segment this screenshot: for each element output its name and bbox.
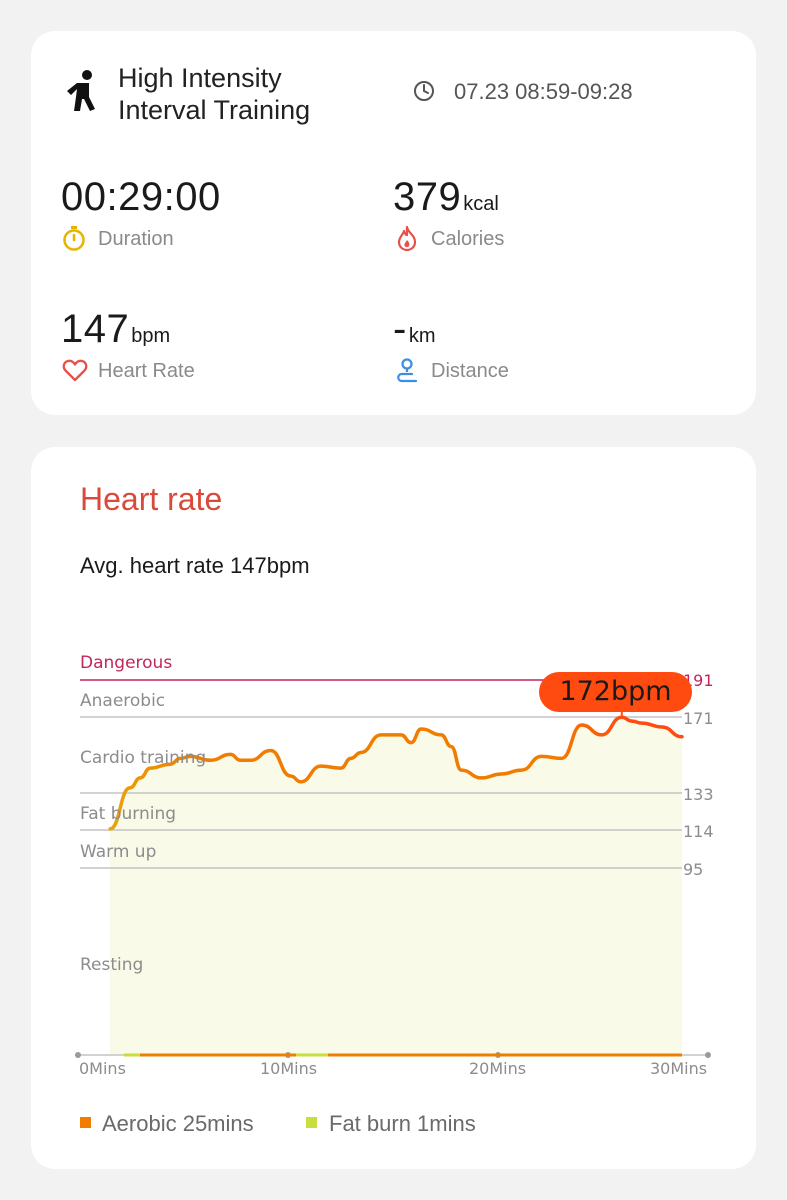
heart-rate-value: 147: [61, 307, 130, 351]
running-person-icon: [67, 70, 95, 111]
legend-aerobic: Aerobic 25mins: [102, 1111, 254, 1136]
legend-fat-burn: Fat burn 1mins: [329, 1111, 476, 1136]
heart-rate-area: [110, 717, 683, 1055]
duration-label: Duration: [98, 228, 174, 250]
workout-title-line2: Interval Training: [118, 95, 311, 125]
heart-rate-line: [108, 715, 684, 831]
distance-value: -: [393, 307, 407, 351]
workout-summary-card: High Intensity Interval Training 07.23 0…: [31, 31, 756, 415]
zone-label-fat-burning: Fat burning: [80, 804, 177, 824]
zone-label-dangerous: Dangerous: [80, 653, 173, 673]
zone-label-warm-up: Warm up: [80, 842, 157, 862]
clock-icon: [414, 81, 434, 101]
x-tick-10: 10Mins: [260, 1059, 318, 1078]
peak-heart-rate-badge: 172bpm: [539, 672, 692, 712]
y-tick-171: 171: [683, 709, 714, 728]
calories-value: 379: [393, 175, 462, 219]
workout-time-range: 07.23 08:59-09:28: [454, 79, 633, 104]
legend-swatch-aerobic: [80, 1117, 91, 1128]
zone-label-anaerobic: Anaerobic: [80, 691, 166, 711]
y-tick-95: 95: [683, 860, 704, 879]
heart-icon: [62, 359, 88, 382]
y-tick-133: 133: [683, 785, 714, 804]
calories-label: Calories: [431, 228, 505, 250]
distance-label: Distance: [431, 360, 509, 382]
legend-swatch-fat-burn: [306, 1117, 317, 1128]
heart-rate-unit: bpm: [131, 325, 171, 347]
duration-value: 00:29:00: [61, 175, 221, 219]
calories-stat: 379 kcal: [393, 175, 499, 220]
x-tick-0: 0Mins: [79, 1059, 126, 1078]
calories-unit: kcal: [463, 193, 499, 215]
flame-icon: [397, 225, 417, 251]
x-tick-20: 20Mins: [469, 1059, 527, 1078]
y-tick-114: 114: [683, 822, 714, 841]
x-axis-dot-3: [705, 1052, 711, 1058]
workout-title-line1: High Intensity: [118, 63, 282, 93]
heart-rate-stat: 147 bpm: [61, 307, 170, 352]
avg-heart-rate-text: Avg. heart rate 147bpm: [80, 553, 310, 578]
zone-label-resting: Resting: [80, 955, 144, 975]
heart-rate-label: Heart Rate: [98, 360, 195, 382]
zone-label-cardio: Cardio training: [80, 748, 207, 768]
distance-stat: - km: [393, 307, 436, 352]
x-tick-30: 30Mins: [650, 1059, 708, 1078]
location-route-icon: [397, 358, 418, 383]
heart-rate-title: Heart rate: [80, 481, 223, 517]
x-axis-dot-0: [75, 1052, 81, 1058]
distance-unit: km: [408, 325, 436, 347]
stopwatch-icon: [63, 226, 85, 251]
